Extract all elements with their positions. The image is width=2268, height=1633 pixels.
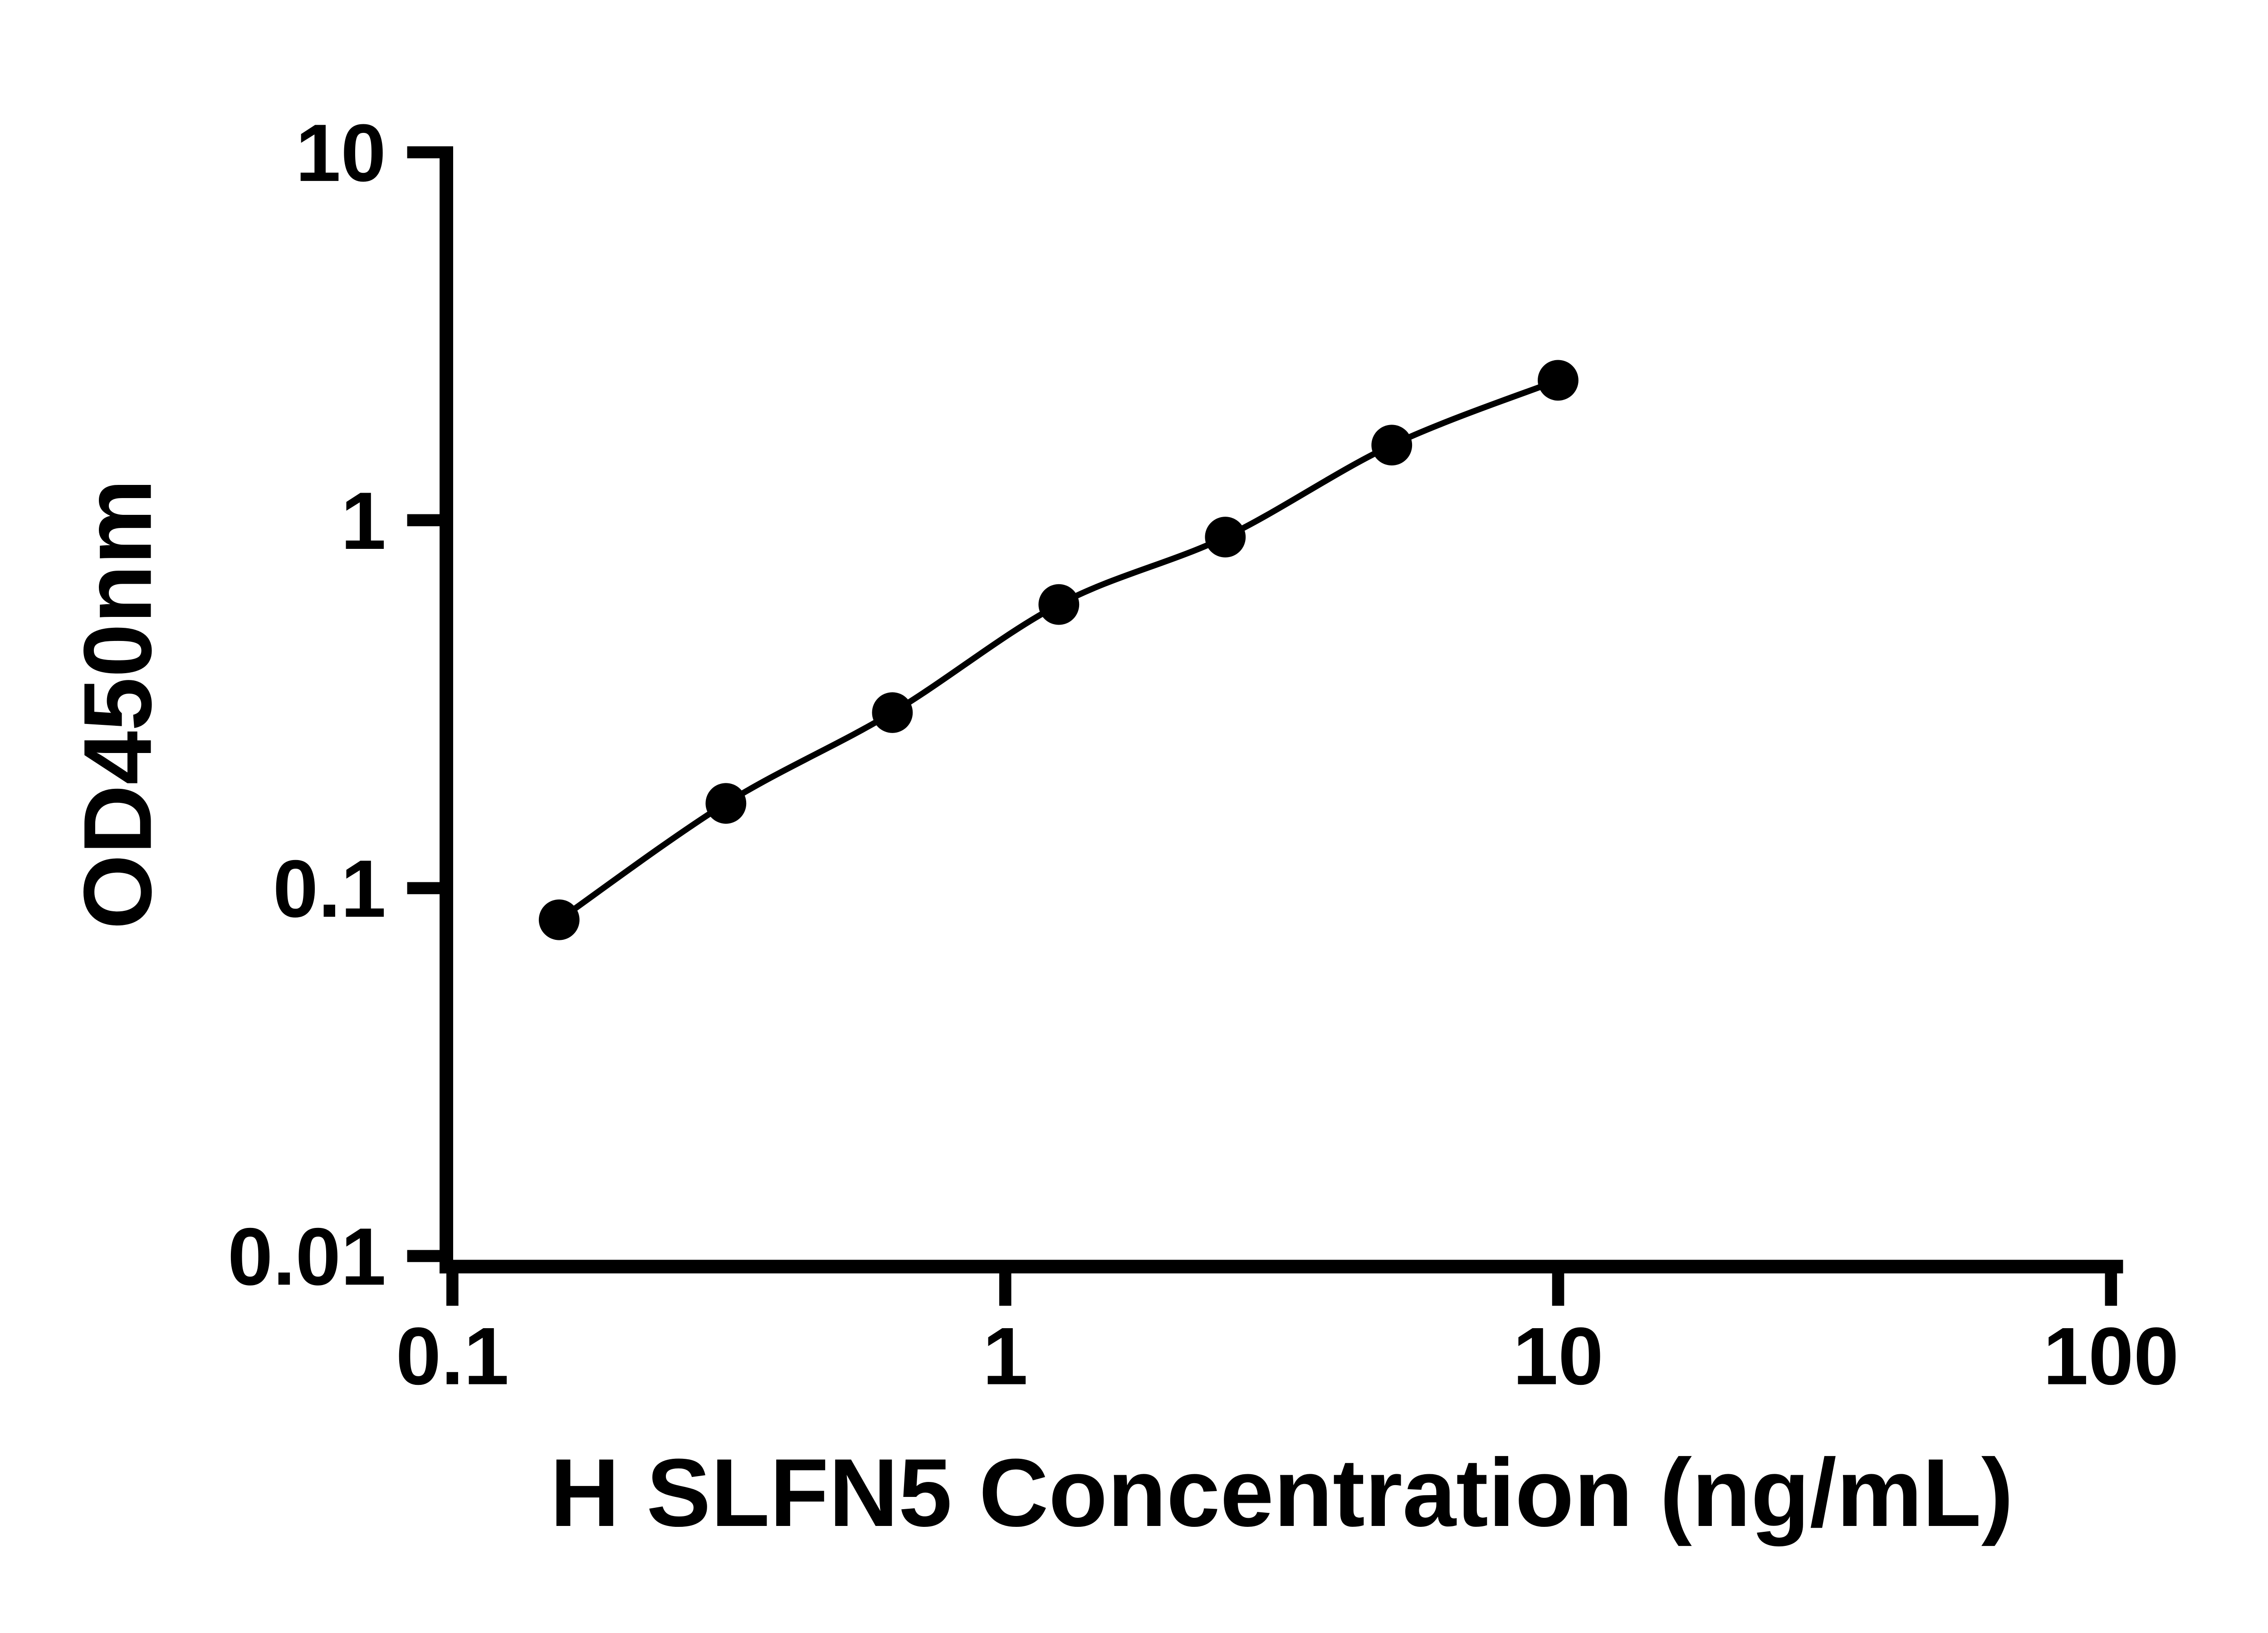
- y-tick-label: 0.1: [273, 844, 386, 934]
- x-axis-ticks: 0.1 1 10 100: [396, 1266, 2179, 1402]
- data-series: [538, 360, 1579, 940]
- data-point: [1205, 517, 1246, 557]
- data-point: [538, 899, 580, 940]
- x-tick-label: 0.1: [396, 1311, 509, 1402]
- y-axis-title: OD450nm: [64, 479, 172, 929]
- y-tick-label: 10: [295, 108, 386, 199]
- series-line: [557, 377, 1559, 923]
- data-point: [1538, 360, 1579, 401]
- data-point: [872, 692, 913, 733]
- y-tick-label: 1: [341, 476, 386, 567]
- x-tick-label: 1: [982, 1311, 1028, 1402]
- y-tick-label: 0.01: [228, 1212, 386, 1302]
- x-axis-title: H SLFN5 Concentration (ng/mL): [550, 1439, 2013, 1547]
- data-point: [705, 783, 747, 824]
- y-axis-ticks: 0.01 0.1 1 10: [228, 108, 447, 1302]
- data-point: [1038, 584, 1080, 625]
- data-point: [1371, 425, 1413, 466]
- x-tick-label: 10: [1513, 1311, 1603, 1402]
- axes: [440, 146, 2123, 1274]
- x-tick-label: 100: [2043, 1311, 2179, 1402]
